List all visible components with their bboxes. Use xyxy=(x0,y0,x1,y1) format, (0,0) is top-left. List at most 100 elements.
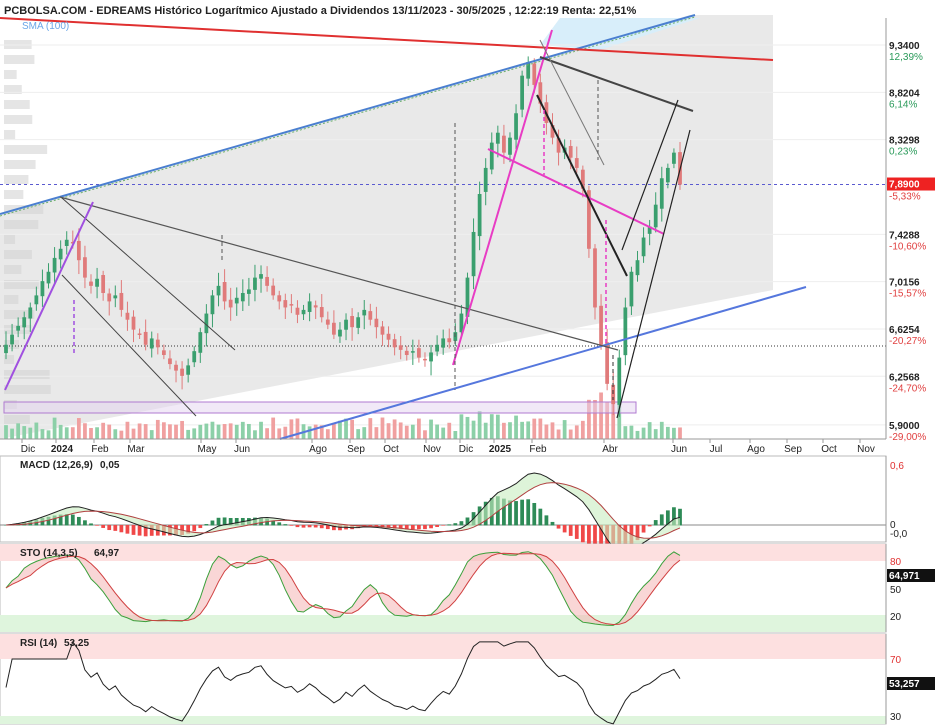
volume-bar xyxy=(556,429,561,439)
volume-bar xyxy=(198,424,203,439)
candle-body xyxy=(83,257,87,278)
sto-last-label: 64,971 xyxy=(889,571,920,582)
x-tick-label: Sep xyxy=(347,444,365,455)
price-tick-pct: 0,23% xyxy=(889,147,917,158)
macd-histogram-bar xyxy=(678,508,682,526)
candle-body xyxy=(404,350,409,356)
candle-body xyxy=(240,292,245,302)
volume-bar xyxy=(617,403,622,439)
candle-body xyxy=(4,344,8,354)
volume-bar xyxy=(119,430,124,439)
macd-histogram-bar xyxy=(659,514,664,526)
chart-title: PCBOLSA.COM - EDREAMS Histórico Logarítm… xyxy=(4,5,637,17)
sto-k-line xyxy=(5,551,681,626)
volume-bar xyxy=(653,429,658,439)
candle-body xyxy=(234,297,239,304)
candle-body xyxy=(344,319,348,330)
volume-bar xyxy=(46,430,51,439)
volume-bar xyxy=(113,429,118,439)
x-tick-label: Nov xyxy=(857,444,875,455)
candle-body xyxy=(168,358,172,365)
volume-bar xyxy=(325,429,330,439)
candle-body xyxy=(174,364,178,371)
candle-body xyxy=(70,241,75,244)
macd-histogram-bar xyxy=(332,525,336,531)
volume-bar xyxy=(34,422,39,439)
volume-bar xyxy=(83,423,87,439)
candle-body xyxy=(46,271,51,284)
macd-histogram-bar xyxy=(429,525,433,529)
candle-body xyxy=(429,352,433,362)
macd-histogram-bar xyxy=(149,525,154,536)
candle-body xyxy=(28,307,33,319)
candle-body xyxy=(198,332,203,353)
candle-body xyxy=(22,317,27,328)
volume-bar xyxy=(629,425,634,439)
sto-title: STO (14,3,5) xyxy=(20,548,78,559)
main-price-panel xyxy=(0,14,886,440)
macd-histogram-bar xyxy=(271,520,276,526)
volume-bar xyxy=(580,420,585,439)
volume-profile-bar xyxy=(4,340,20,349)
volume-bar xyxy=(435,424,439,439)
candle-body xyxy=(253,277,257,290)
candle-body xyxy=(574,158,579,168)
volume-bar xyxy=(635,430,640,439)
volume-bar xyxy=(526,421,531,439)
candle-body xyxy=(16,325,21,331)
macd-histogram-bar xyxy=(70,514,75,526)
candle-body xyxy=(64,239,69,246)
volume-zone-box xyxy=(3,401,637,414)
volume-bar xyxy=(599,392,603,439)
time-axis: Dic 2024 Feb Mar May Jun Ago Sep Oct Nov Dic 2025 Fe… xyxy=(21,439,875,455)
price-tick-pct: -20,27% xyxy=(889,336,926,347)
volume-bar xyxy=(186,429,191,439)
macd-histogram-bar xyxy=(641,525,646,533)
macd-histogram-bar xyxy=(265,518,269,526)
volume-profile-bar xyxy=(4,265,22,274)
macd-histogram-bar xyxy=(672,507,676,526)
volume-bar xyxy=(423,430,427,439)
volume-bar xyxy=(611,393,616,439)
volume-bar xyxy=(350,419,354,439)
macd-panel: MACD (12,26,9) 0,05 0,6 0 -0,0 xyxy=(0,455,908,569)
volume-bar xyxy=(338,420,342,439)
price-tick-label: 6,2568 xyxy=(889,372,920,383)
candle-body xyxy=(271,285,276,296)
lower-channel-line xyxy=(279,286,807,440)
volume-bar xyxy=(574,425,579,439)
sto-tick-20: 20 xyxy=(890,612,902,623)
macd-histogram-bar xyxy=(447,524,452,526)
macd-histogram-bar xyxy=(234,517,239,526)
volume-bar xyxy=(678,427,682,439)
volume-bar xyxy=(429,419,433,439)
volume-profile-bar xyxy=(4,175,29,184)
volume-bar xyxy=(76,418,81,439)
volume-bar xyxy=(520,421,525,439)
candle-body xyxy=(587,190,591,249)
candle-body xyxy=(508,137,512,155)
macd-histogram-bar xyxy=(277,522,282,526)
purple-uptrend-line xyxy=(4,201,94,391)
candle-body xyxy=(550,124,555,138)
macd-histogram-bar xyxy=(58,514,63,526)
price-tick-pct: -29,00% xyxy=(889,432,926,443)
candle-body xyxy=(216,285,221,296)
candle-body xyxy=(52,257,57,273)
volume-profile-bar xyxy=(4,220,39,229)
x-tick-label: Feb xyxy=(529,444,547,455)
candle-body xyxy=(210,295,215,315)
candle-body xyxy=(386,333,391,340)
volume-profile-bar xyxy=(4,160,36,169)
sto-overbought-band xyxy=(0,544,886,561)
volume-bar xyxy=(465,416,470,439)
volume-bar xyxy=(471,420,476,439)
x-tick-label: Sep xyxy=(784,444,802,455)
volume-profile-bar xyxy=(4,310,35,319)
volume-bar xyxy=(131,428,136,439)
candle-body xyxy=(259,274,263,279)
volume-bar xyxy=(228,423,233,439)
long-downtrend-line xyxy=(59,196,619,351)
candle-body xyxy=(502,135,506,153)
volume-bar xyxy=(495,414,500,439)
